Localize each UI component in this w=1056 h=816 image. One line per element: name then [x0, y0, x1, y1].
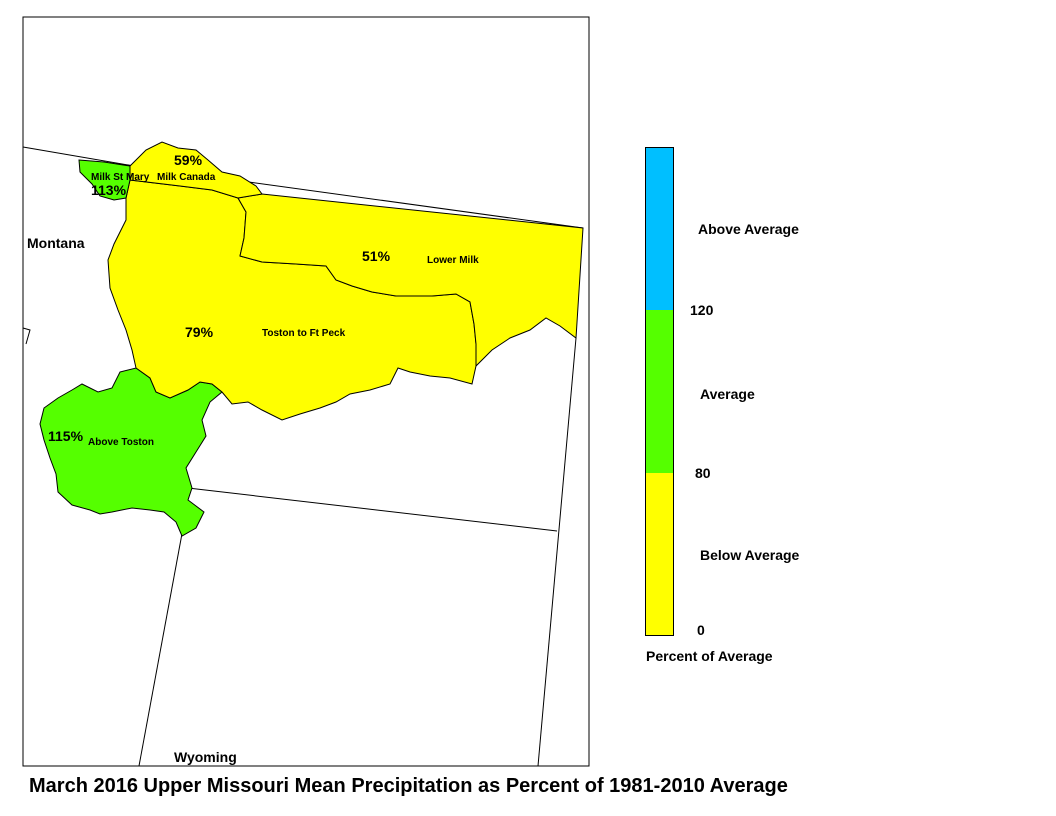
basin-milk-st-mary-area: [78, 159, 131, 201]
legend-title: Percent of Average: [646, 648, 773, 664]
basin-name-label: Milk St Mary: [91, 172, 150, 183]
basin-percent-label: 79%: [185, 324, 214, 340]
basin-percent-label: 113%: [91, 182, 127, 198]
basin-percent-label: 51%: [362, 248, 391, 264]
basin-percent-label: 115%: [48, 428, 84, 444]
map-title: March 2016 Upper Missouri Mean Precipita…: [29, 775, 788, 797]
basin-percent-label: 59%: [174, 152, 203, 168]
legend-break-label: 80: [695, 465, 711, 481]
basin-milk-canada-area: [129, 141, 263, 199]
montana-west-edge-line: [22, 327, 31, 345]
basins: [39, 141, 584, 537]
legend-swatch-below: [645, 473, 674, 636]
legend-category-label: Average: [700, 386, 755, 402]
legend-swatch-average: [645, 310, 674, 473]
legend-category-label: Above Average: [698, 221, 799, 237]
state-label-wyoming: Wyoming: [174, 749, 237, 765]
basin-lower-milk-area: [237, 193, 584, 368]
legend-swatch-above: [645, 147, 674, 310]
basin-name-label: Lower Milk: [427, 255, 479, 266]
legend-category-label: Below Average: [700, 547, 800, 563]
legend-break-label: 0: [697, 622, 705, 638]
dakota-border-line: [537, 337, 577, 767]
state-label-montana: Montana: [27, 235, 85, 251]
montana-wyoming-border-line: [187, 487, 558, 532]
legend-break-label: 120: [690, 302, 714, 318]
basin-name-label: Toston to Ft Peck: [262, 328, 346, 339]
basin-name-label: Above Toston: [88, 437, 154, 448]
montana-idaho-border-line: [138, 511, 187, 767]
basin-name-label: Milk Canada: [157, 172, 216, 183]
